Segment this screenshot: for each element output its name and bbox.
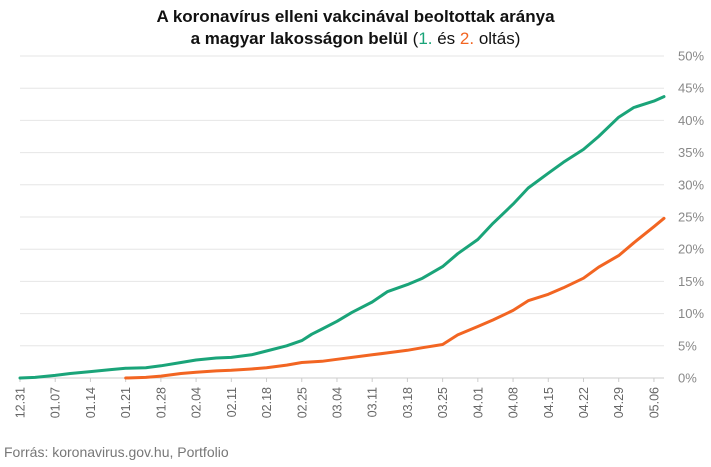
x-tick-label: 01.28 (154, 387, 168, 418)
x-tick-label: 02.11 (225, 387, 239, 417)
title-and: és (432, 29, 460, 48)
chart-title-line1: A koronavírus elleni vakcinával beoltott… (156, 7, 555, 26)
legend-second-dose: 2. (459, 29, 475, 48)
x-tick-label: 04.01 (471, 387, 485, 418)
y-tick-label: 0% (678, 371, 697, 386)
x-tick-label: 01.07 (49, 387, 63, 418)
y-tick-label: 30% (678, 177, 704, 192)
y-tick-label: 20% (678, 242, 704, 257)
x-tick-label: 01.21 (119, 387, 133, 418)
x-tick-label: 02.18 (260, 387, 274, 418)
chart-title: A koronavírus elleni vakcinával beoltott… (0, 6, 711, 50)
source-note: Forrás: koronavirus.gov.hu, Portfolio (4, 444, 229, 460)
x-tick-label: 03.18 (401, 387, 415, 418)
x-tick-label: 05.06 (647, 387, 661, 418)
series-lines (18, 95, 666, 380)
title-line2-main: a magyar lakosságon belül (190, 29, 408, 48)
x-tick-label: 01.14 (84, 387, 98, 418)
y-tick-label: 25% (678, 210, 704, 225)
x-tick-label: 04.08 (507, 387, 521, 418)
y-tick-label: 35% (678, 145, 704, 160)
y-tick-label: 5% (678, 338, 697, 353)
y-axis-ticks: 0% 5% 10% 15% 20% 25% 30% 35% 40% 45% 50% (678, 49, 704, 386)
x-axis-ticks: 12.31 01.07 01.14 01.21 01.28 02.04 02.11 02.18… (14, 378, 661, 418)
series-line-first-dose (18, 95, 666, 380)
chart-title-line2: a magyar lakosságon belül (1. és 2. oltá… (0, 28, 711, 50)
x-tick-label: 02.25 (295, 387, 309, 418)
y-tick-label: 10% (678, 306, 704, 321)
series-line-second-dose (124, 216, 666, 380)
y-tick-label: 15% (678, 274, 704, 289)
title-paren-open: ( (412, 29, 419, 48)
y-tick-label: 45% (678, 81, 704, 96)
x-tick-label: 03.25 (436, 387, 450, 418)
x-tick-label: 04.15 (542, 387, 556, 418)
x-tick-label: 04.22 (577, 387, 591, 418)
x-tick-label: 12.31 (14, 387, 28, 418)
grid-lines (20, 55, 664, 379)
y-tick-label: 40% (678, 113, 704, 128)
title-suffix: oltás) (474, 29, 521, 48)
x-tick-label: 04.29 (612, 387, 626, 418)
x-tick-label: 02.04 (190, 387, 204, 418)
y-tick-label: 50% (678, 49, 704, 64)
x-tick-label: 03.04 (330, 387, 344, 418)
x-tick-label: 03.11 (366, 387, 380, 417)
legend-first-dose: 1. (418, 29, 433, 48)
